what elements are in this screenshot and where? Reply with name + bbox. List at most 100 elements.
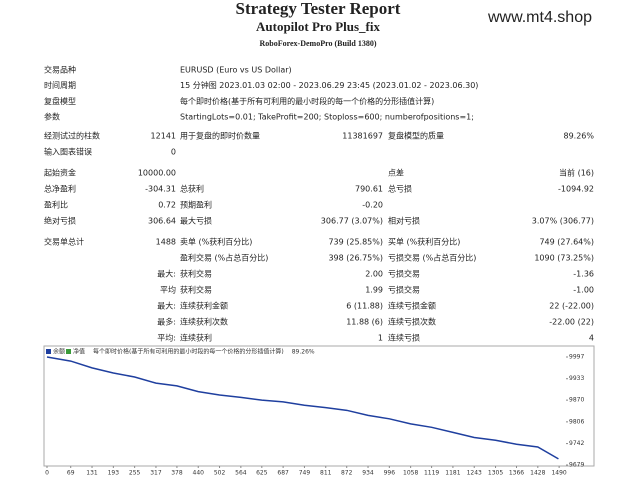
stat-label: 输入图表错误 [44, 147, 92, 157]
stat-label: 预期盈利 [180, 200, 212, 210]
stat-value: 306.64 [148, 217, 176, 226]
server: RoboForex-DemoPro (Build 1380) [259, 39, 376, 48]
stat-value: 790.61 [355, 185, 383, 194]
stat-value: 306.77 (3.07%) [321, 217, 383, 226]
x-tick-label: 1366 [509, 470, 524, 477]
stat-label: 用于复盘的即时价数量 [180, 131, 260, 141]
stat-label: 相对亏损 [388, 216, 420, 226]
legend-swatch [66, 349, 71, 354]
stat-value: -22.00 (22) [549, 318, 594, 327]
stat-label: 连续亏损金额 [388, 301, 436, 311]
info-value: StartingLots=0.01; TakeProfit=200; Stopl… [180, 113, 474, 122]
stat-value: -0.20 [362, 201, 383, 210]
info-label: 交易品种 [44, 65, 76, 75]
stat-label: 总获利 [180, 184, 204, 194]
x-tick-label: 811 [320, 470, 332, 477]
stat-value: 398 (26.75%) [328, 254, 383, 263]
chart-header: 每个即时价格(基于所有可利用的最小时段的每一个价格的分形插值计算) [93, 348, 284, 356]
y-tick-label: 9806 [569, 418, 584, 425]
stat-label: 盈利交易 (%占总百分比) [180, 253, 268, 263]
x-tick-label: 502 [214, 470, 226, 477]
x-tick-label: 69 [67, 470, 75, 477]
stat-value: 2.00 [365, 270, 383, 279]
stat-label: 经测试过的柱数 [44, 131, 100, 141]
stat-value: -1.00 [573, 286, 594, 295]
y-tick-label: 9933 [569, 375, 584, 382]
stat-label: 连续获利次数 [180, 317, 228, 327]
y-tick-label: 9742 [569, 440, 584, 447]
stat-label: 获利交易 [180, 269, 212, 279]
stat-value: 最大: [157, 269, 176, 279]
x-tick-label: 996 [384, 470, 396, 477]
stat-value: -1094.92 [558, 185, 594, 194]
x-tick-label: 1243 [467, 470, 482, 477]
y-tick-label: 9870 [569, 397, 584, 404]
stat-label: 交易单总计 [44, 237, 84, 247]
x-tick-label: 749 [299, 470, 311, 477]
balance-line [46, 356, 559, 460]
stat-value: 4 [589, 334, 594, 343]
stat-value: 1 [378, 334, 383, 343]
stat-label: 绝对亏损 [44, 216, 76, 226]
x-tick-label: 934 [362, 470, 374, 477]
stat-label: 总净盈利 [44, 184, 76, 194]
stat-label: 点差 [388, 168, 404, 178]
x-tick-label: 1181 [445, 470, 460, 477]
x-tick-label: 687 [277, 470, 289, 477]
y-tick-label: 9997 [569, 354, 584, 361]
x-tick-label: 564 [235, 470, 247, 477]
stat-value: 11.88 (6) [346, 318, 383, 327]
report-title: Strategy Tester Report [236, 0, 401, 18]
stat-value: 89.26% [563, 132, 594, 141]
stat-value: 最多: [157, 317, 176, 327]
stat-label: 亏损交易 [388, 269, 420, 279]
stat-value: 3.07% (306.77) [532, 217, 594, 226]
chart-frame [43, 345, 595, 467]
stat-value: 1488 [156, 238, 176, 247]
stat-value: 平均 [160, 285, 176, 295]
stat-value: 12141 [151, 132, 176, 141]
stat-value: -1.36 [573, 270, 594, 279]
stat-label: 起始资金 [44, 168, 76, 178]
stat-value: 22 (-22.00) [549, 302, 594, 311]
x-tick-label: 440 [193, 470, 205, 477]
x-tick-label: 625 [256, 470, 268, 477]
stat-value: 1.99 [365, 286, 383, 295]
stat-label: 连续获利金额 [180, 301, 228, 311]
stat-label: 买单 (%获利百分比) [388, 237, 460, 247]
x-tick-label: 255 [129, 470, 141, 477]
report-subtitle: Autopilot Pro Plus_fix [256, 19, 380, 34]
stat-value: 10000.00 [138, 169, 176, 178]
y-tick-label: 9679 [569, 462, 584, 469]
stat-label: 获利交易 [180, 285, 212, 295]
stat-label: 连续获利 [180, 333, 212, 343]
info-label: 复盘模型 [44, 96, 76, 106]
stat-value: 平均: [157, 333, 176, 343]
info-value: EURUSD (Euro vs US Dollar) [180, 66, 292, 75]
chart-header: 89.26% [292, 349, 315, 356]
x-tick-label: 378 [171, 470, 183, 477]
info-value: 每个即时价格(基于所有可利用的最小时段的每一个价格的分形插值计算) [180, 96, 434, 106]
stat-label: 盈利比 [44, 200, 68, 210]
stat-label: 总亏损 [388, 184, 412, 194]
x-tick-label: 1490 [551, 470, 566, 477]
stat-value: 最大: [157, 301, 176, 311]
stat-label: 卖单 (%获利百分比) [180, 237, 252, 247]
stat-value: 6 (11.88) [346, 302, 383, 311]
stat-label: 连续亏损 [388, 333, 420, 343]
stat-value: 739 (25.85%) [328, 238, 383, 247]
stat-label: 亏损交易 [388, 285, 420, 295]
stat-value: 0.72 [158, 201, 176, 210]
stat-value: 749 (27.64%) [539, 238, 594, 247]
stat-label: 复盘模型的质量 [388, 131, 444, 141]
stat-label: 亏损交易 (%占总百分比) [388, 253, 476, 263]
x-tick-label: 1305 [488, 470, 503, 477]
x-tick-label: 872 [341, 470, 353, 477]
x-tick-label: 0 [45, 470, 49, 477]
info-label: 参数 [44, 112, 60, 122]
legend-label: 余额 [53, 348, 65, 356]
stat-value: -304.31 [145, 185, 176, 194]
chart-header: 净值 [73, 348, 85, 356]
stat-value: 当前 (16) [559, 168, 594, 178]
